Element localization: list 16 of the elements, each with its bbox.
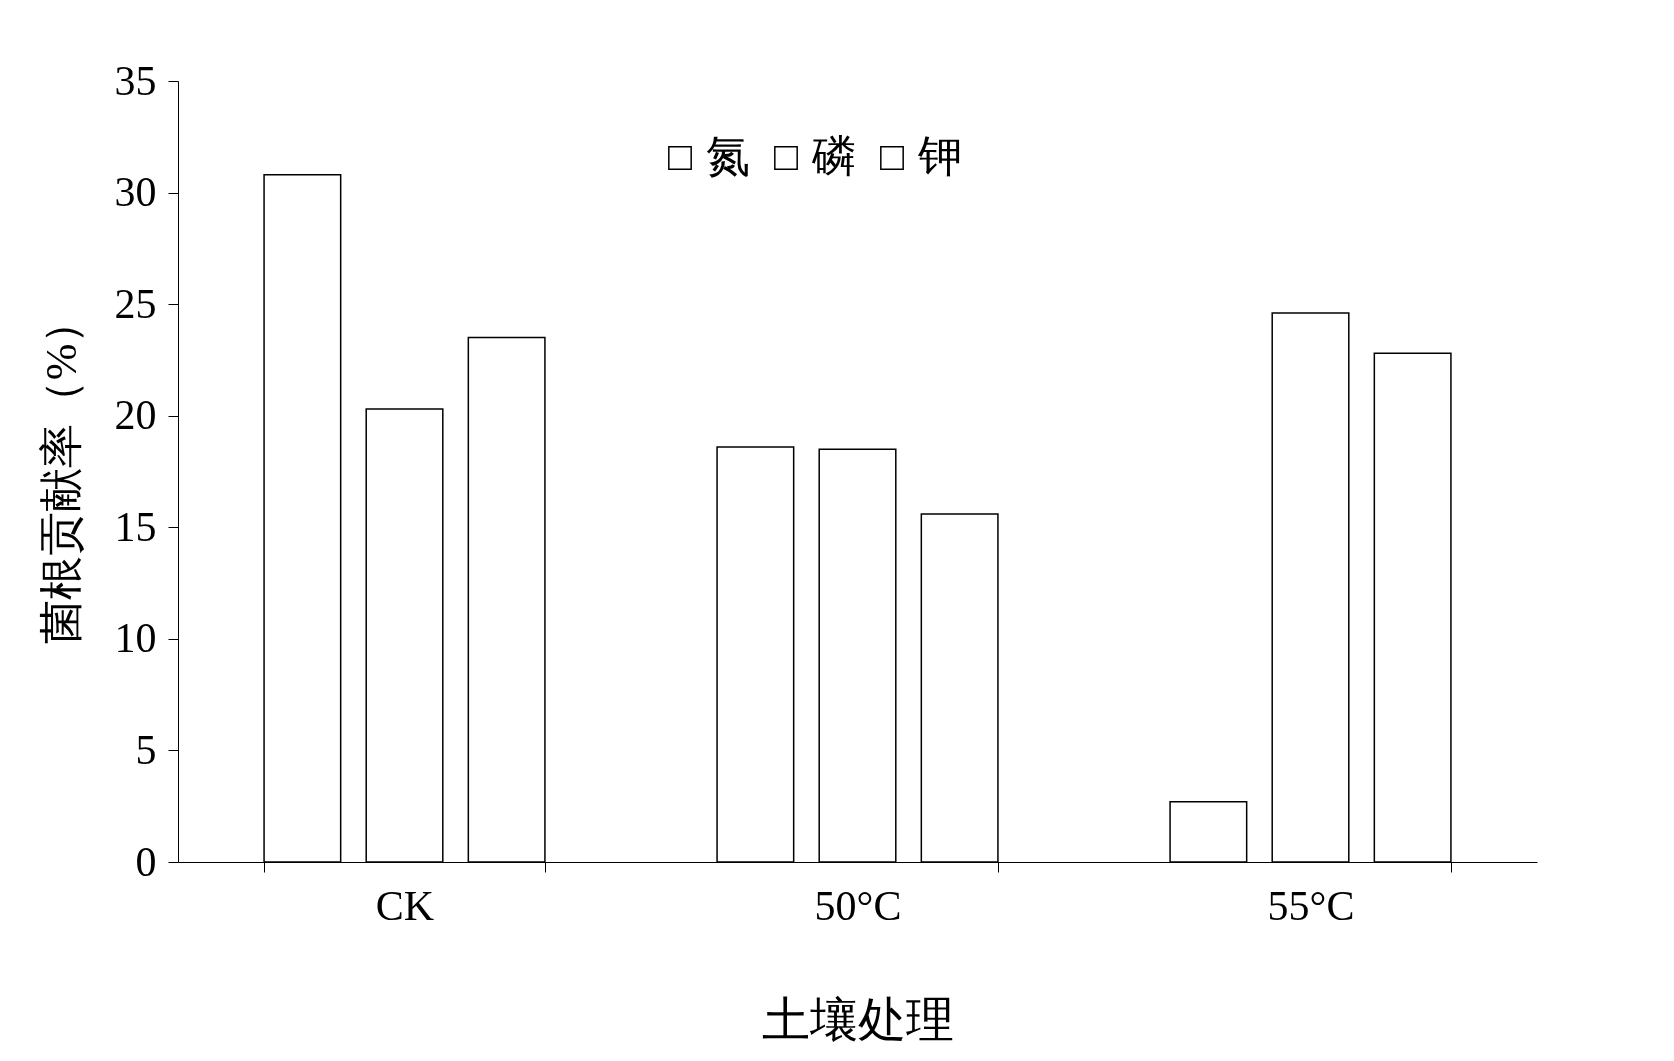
x-tick-label: 55°C (1267, 882, 1355, 929)
y-tick-label: 0 (135, 838, 157, 885)
y-tick-label: 15 (114, 503, 157, 550)
x-tick-label: CK (375, 882, 435, 929)
y-tick-label: 20 (114, 392, 157, 439)
legend-label: 氮 (706, 132, 750, 181)
y-tick-label: 10 (114, 615, 157, 662)
y-tick-label: 30 (114, 169, 157, 216)
y-tick-label: 5 (135, 726, 157, 773)
x-axis-title: 土壤处理 (762, 992, 954, 1046)
y-axis-title: 菌根贡献率（%） (36, 299, 86, 645)
y-tick-label: 25 (114, 280, 157, 327)
x-tick-label: 50°C (814, 882, 902, 929)
legend-label: 钾 (917, 132, 962, 181)
y-tick-label: 35 (114, 57, 157, 104)
legend-label: 磷 (811, 132, 856, 181)
